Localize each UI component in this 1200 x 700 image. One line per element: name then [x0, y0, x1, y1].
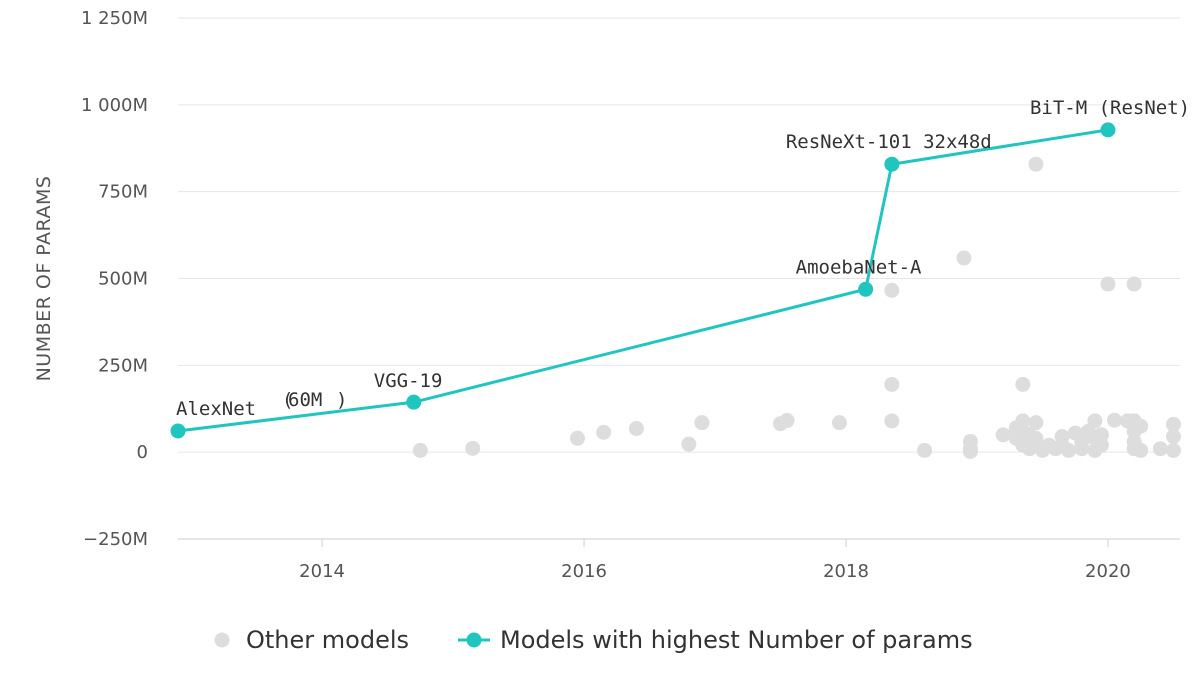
point-extra-label: 60M [288, 389, 322, 411]
other-model-point [962, 443, 978, 459]
point-label: AlexNet [176, 398, 256, 420]
other-model-point [1093, 427, 1109, 443]
other-model-point [884, 376, 900, 392]
other-model-point [1028, 430, 1044, 446]
y-tick-label: 0 [137, 442, 148, 463]
extra-label-open-paren: ( [282, 389, 293, 411]
highest-params-point [406, 394, 422, 410]
legend: Other models Models with highest Number o… [214, 626, 973, 654]
y-tick-label: −250M [83, 529, 148, 550]
other-model-point [569, 430, 585, 446]
other-model-point [884, 413, 900, 429]
other-model-point [1165, 416, 1181, 432]
other-model-point [1015, 376, 1031, 392]
legend-other-label: Other models [246, 626, 409, 654]
y-axis-title: NUMBER OF PARAMS [33, 176, 55, 382]
x-tick-label: 2018 [823, 561, 869, 582]
other-model-point [1061, 442, 1077, 458]
other-model-point [1126, 276, 1142, 292]
other-model-point [779, 413, 795, 429]
other-model-point [1165, 429, 1181, 445]
other-model-point [1133, 442, 1149, 458]
point-label: VGG-19 [374, 370, 443, 392]
legend-other-marker [214, 632, 230, 648]
x-tick-label: 2020 [1085, 561, 1131, 582]
legend-highest-label: Models with highest Number of params [500, 626, 973, 654]
point-label: AmoebaNet-A [796, 256, 922, 278]
other-model-point [465, 440, 481, 456]
other-model-point [1028, 415, 1044, 431]
other-model-point [884, 282, 900, 298]
highest-params-point [884, 156, 900, 172]
y-tick-label: 1 250M [81, 8, 148, 29]
y-tick-label: 750M [98, 182, 148, 203]
other-model-point [596, 424, 612, 440]
other-model-point [956, 250, 972, 266]
other-model-point [1074, 441, 1090, 457]
highest-params-line [177, 128, 1109, 433]
legend-highest-marker [466, 632, 482, 648]
point-label: ResNeXt-101 32x48d [786, 131, 992, 153]
other-model-point [917, 442, 933, 458]
other-model-point [1087, 413, 1103, 429]
other-model-point [412, 442, 428, 458]
other-model-point [1100, 276, 1116, 292]
highest-params-point [858, 281, 874, 297]
other-models-series [412, 156, 1181, 459]
other-model-point [1093, 437, 1109, 453]
other-model-point [1133, 418, 1149, 434]
other-model-point [681, 436, 697, 452]
other-model-point [1028, 156, 1044, 172]
highest-params-point [170, 423, 186, 439]
highest-params-point [1100, 122, 1116, 138]
other-model-point [1152, 441, 1168, 457]
y-tick-label: 500M [98, 269, 148, 290]
other-model-point [1107, 412, 1123, 428]
x-tick-label: 2014 [299, 561, 345, 582]
other-model-point [831, 415, 847, 431]
x-tick-label: 2016 [561, 561, 607, 582]
other-model-point [628, 421, 644, 437]
y-tick-label: 1 000M [81, 95, 148, 116]
other-model-point [1165, 442, 1181, 458]
y-tick-label: 250M [98, 355, 148, 376]
other-model-point [694, 415, 710, 431]
point-label: BiT-M (ResNet) [1030, 97, 1190, 119]
other-model-point [1015, 413, 1031, 429]
other-model-point [995, 427, 1011, 443]
point-labels: AlexNet 60M() VGG-19 AmoebaNet-A ResNeXt-101… [176, 97, 1190, 420]
highest-params-series [170, 122, 1116, 439]
axes: 1 250M 1 000M 750M 500M 250M 0 −250M 2014 2016 20… [33, 8, 1180, 582]
extra-label-close-paren: ) [336, 389, 347, 411]
